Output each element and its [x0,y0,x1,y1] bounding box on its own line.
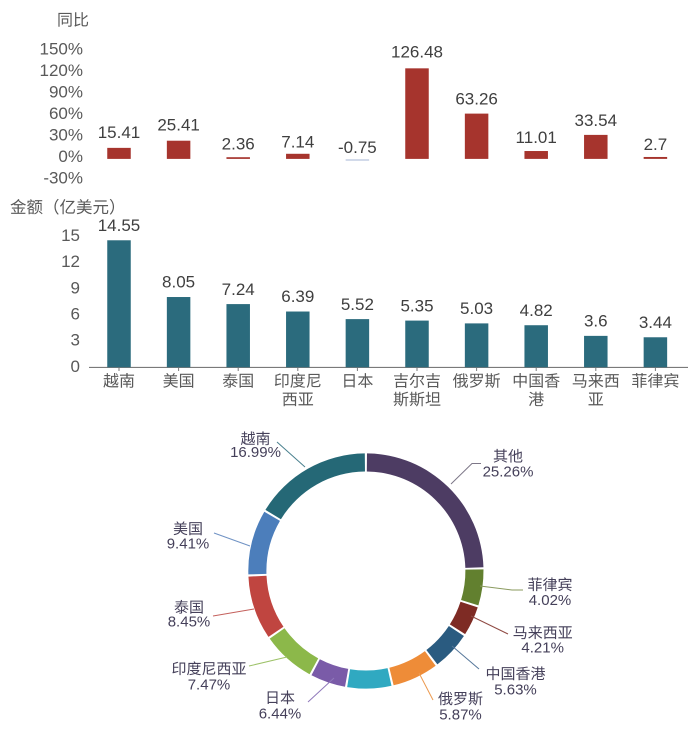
svg-text:9.41%: 9.41% [167,535,210,552]
svg-text:8.05: 8.05 [162,273,195,292]
svg-text:25.26%: 25.26% [483,463,534,480]
svg-text:4.21%: 4.21% [521,639,564,656]
svg-text:8.45%: 8.45% [168,613,211,630]
svg-text:2.36: 2.36 [222,135,255,154]
svg-text:5.52: 5.52 [341,295,374,314]
svg-text:12: 12 [61,252,80,271]
svg-text:0: 0 [71,357,80,376]
svg-text:0%: 0% [58,147,83,166]
svg-text:4.02%: 4.02% [529,592,572,609]
svg-text:7.24: 7.24 [222,280,255,299]
svg-text:15: 15 [61,226,80,245]
svg-text:63.26: 63.26 [455,90,498,109]
svg-text:11.01: 11.01 [516,128,557,147]
svg-text:6.39: 6.39 [281,287,314,306]
svg-text:16.99%: 16.99% [230,444,281,461]
svg-text:3.44: 3.44 [639,313,672,332]
svg-text:2.7: 2.7 [644,135,668,154]
svg-text:5.87%: 5.87% [439,706,482,723]
svg-text:5.35: 5.35 [400,296,433,315]
svg-text:6.44%: 6.44% [259,705,302,722]
svg-text:25.41: 25.41 [157,116,200,135]
svg-text:33.54: 33.54 [575,111,618,130]
svg-text:5.63%: 5.63% [494,681,537,698]
svg-text:14.55: 14.55 [98,216,141,235]
svg-text:3.6: 3.6 [584,312,608,331]
svg-text:150%: 150% [40,40,83,59]
svg-text:-0.75: -0.75 [338,138,377,157]
svg-text:60%: 60% [49,104,83,123]
svg-text:9: 9 [71,278,80,297]
svg-text:5.03: 5.03 [460,299,493,318]
svg-text:90%: 90% [49,83,83,102]
svg-text:30%: 30% [49,126,83,145]
svg-text:3: 3 [71,331,80,350]
svg-text:6: 6 [71,305,80,324]
svg-text:7.14: 7.14 [281,133,314,152]
svg-text:4.82: 4.82 [520,301,553,320]
svg-text:-30%: -30% [43,169,83,188]
svg-text:7.47%: 7.47% [188,676,231,693]
svg-text:126.48: 126.48 [391,43,443,62]
svg-text:15.41: 15.41 [98,123,141,142]
svg-text:120%: 120% [40,61,83,80]
